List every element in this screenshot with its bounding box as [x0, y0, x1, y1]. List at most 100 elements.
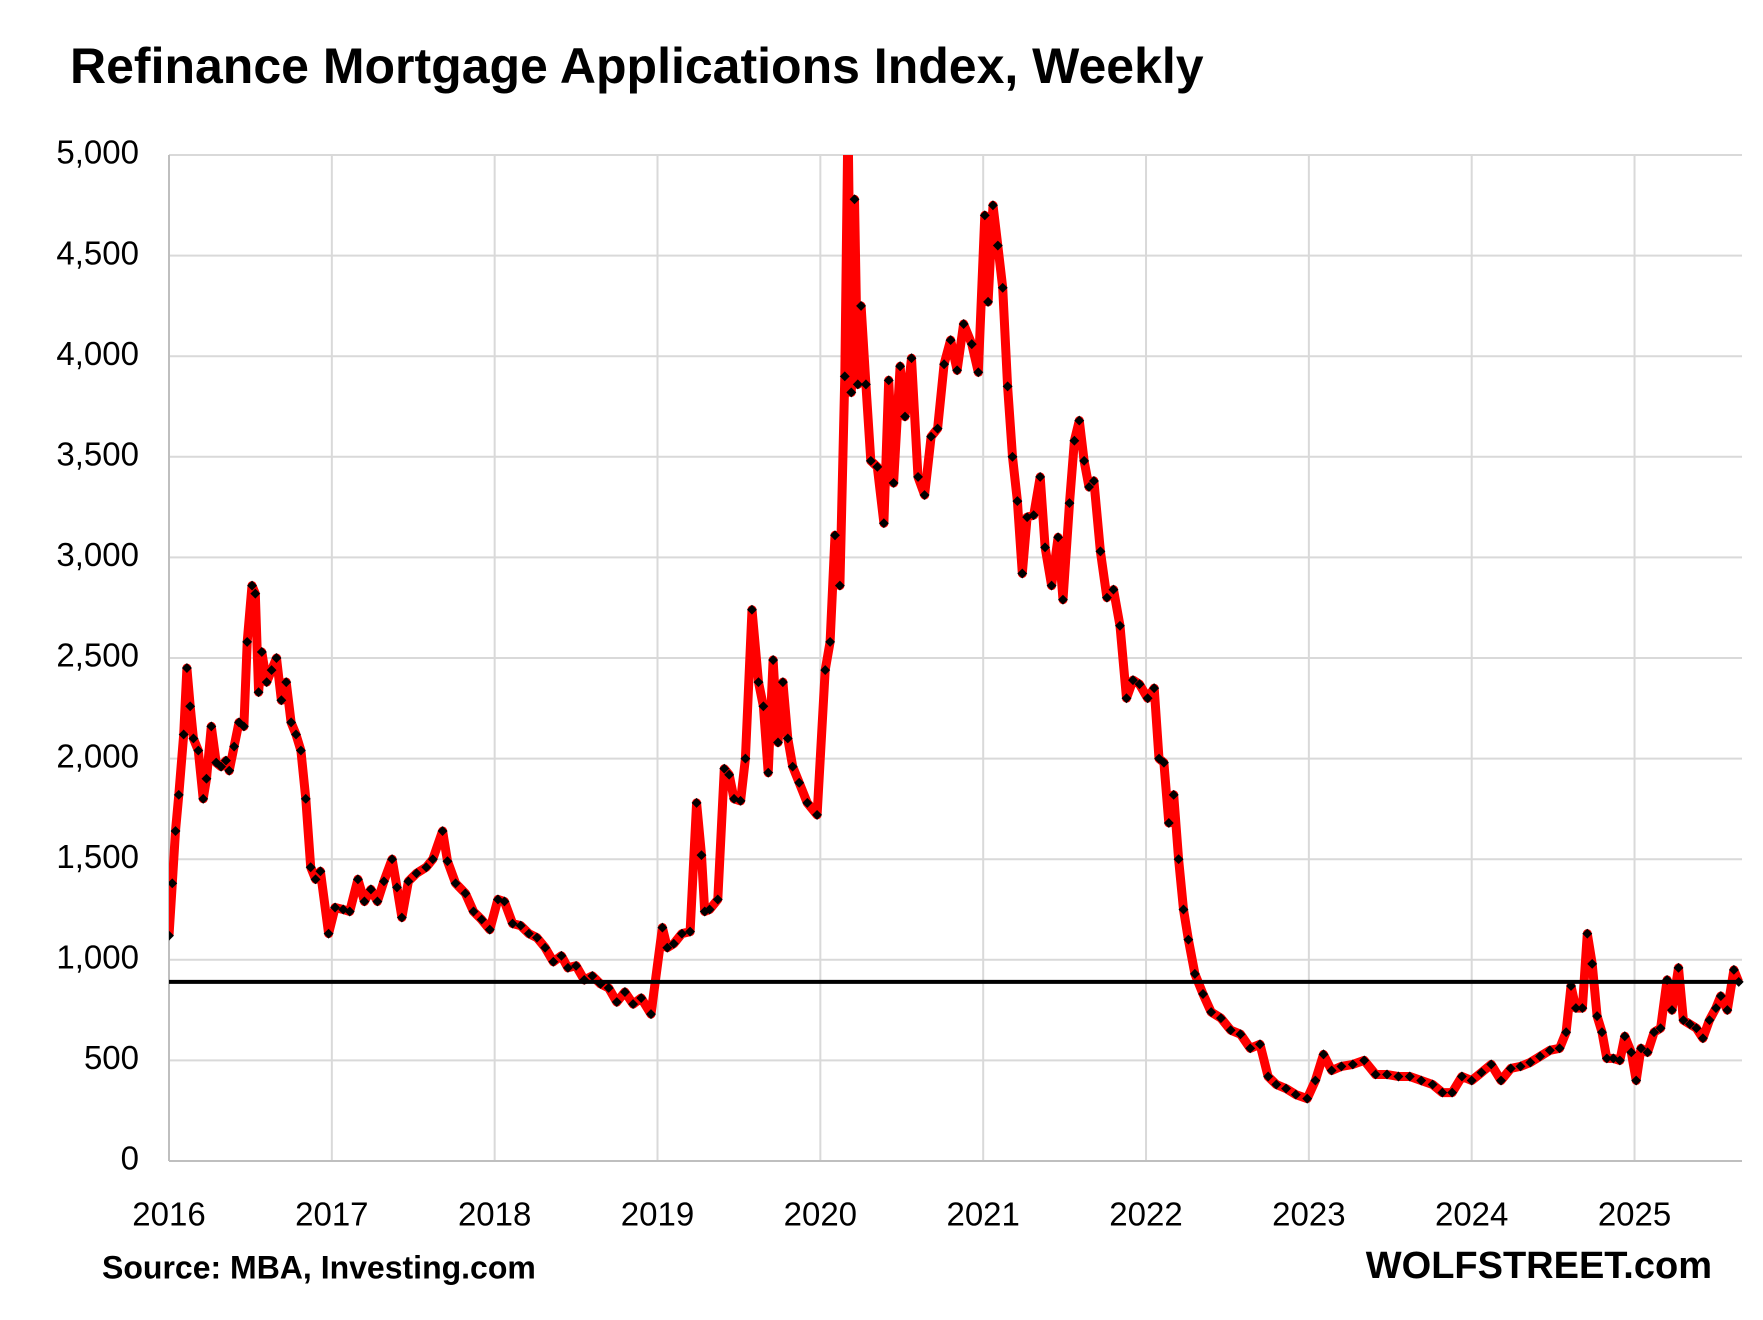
data-point	[1486, 1059, 1497, 1070]
data-point	[1601, 1053, 1612, 1064]
data-point	[1710, 1003, 1721, 1014]
data-point	[1561, 1027, 1572, 1038]
data-point	[1636, 1043, 1646, 1054]
data-point	[945, 335, 956, 346]
data-point	[1427, 1079, 1438, 1090]
data-point	[1382, 1069, 1392, 1080]
y-tick-label: 2,000	[56, 737, 139, 774]
data-point	[603, 983, 614, 993]
data-point	[1393, 1071, 1404, 1082]
data-point	[169, 878, 178, 889]
data-point	[250, 588, 261, 599]
data-point	[1198, 989, 1208, 999]
data-point	[1206, 1007, 1217, 1018]
data-point	[1007, 451, 1018, 462]
data-point	[253, 687, 264, 698]
data-point	[1173, 854, 1184, 865]
data-point	[773, 737, 783, 748]
data-point	[515, 920, 526, 931]
data-point	[1697, 1033, 1708, 1044]
data-point	[1535, 1051, 1546, 1062]
data-point	[300, 793, 311, 804]
data-point	[860, 379, 871, 390]
data-point	[696, 850, 707, 861]
x-tick-label: 2023	[1272, 1196, 1345, 1233]
data-point	[540, 942, 551, 953]
data-point	[906, 353, 917, 364]
data-point	[1069, 435, 1080, 446]
data-point	[1582, 928, 1593, 939]
data-point	[747, 604, 757, 615]
data-point	[1370, 1069, 1381, 1080]
data-point	[548, 956, 559, 967]
data-point	[286, 717, 297, 728]
data-point	[888, 478, 899, 488]
data-point	[668, 938, 679, 949]
data-point	[685, 926, 696, 937]
data-point	[170, 826, 181, 836]
data-point	[1456, 1071, 1467, 1082]
data-point	[1255, 1039, 1265, 1050]
x-tick-label: 2025	[1598, 1196, 1671, 1233]
data-point	[1318, 1049, 1329, 1060]
data-point	[421, 862, 432, 873]
data-point	[852, 379, 863, 390]
data-point	[900, 411, 910, 422]
data-point	[411, 868, 422, 879]
data-point	[198, 793, 209, 804]
data-point	[735, 795, 746, 806]
data-point	[1128, 675, 1138, 686]
data-point	[856, 300, 867, 311]
data-point	[1012, 496, 1023, 507]
data-point	[344, 906, 355, 917]
data-point	[619, 987, 630, 997]
data-point	[628, 999, 639, 1010]
data-point	[1678, 1015, 1689, 1026]
data-point	[1064, 498, 1075, 509]
data-point	[460, 888, 471, 899]
data-point	[1058, 594, 1068, 605]
data-point	[1281, 1083, 1292, 1094]
data-point	[1290, 1089, 1301, 1100]
data-point	[468, 906, 479, 917]
y-tick-label: 0	[121, 1140, 139, 1177]
data-point	[291, 729, 301, 740]
data-point	[242, 636, 253, 647]
data-point	[256, 647, 267, 657]
x-tick-label: 2019	[621, 1196, 694, 1233]
data-point	[646, 1009, 656, 1020]
data-point	[188, 733, 199, 744]
data-point	[523, 928, 534, 939]
data-point	[763, 767, 774, 778]
data-point	[1525, 1057, 1536, 1068]
data-point	[662, 942, 673, 953]
data-point	[1496, 1075, 1506, 1086]
data-point	[1359, 1055, 1370, 1066]
y-tick-label: 5,000	[56, 134, 139, 171]
data-point	[1183, 934, 1194, 945]
data-point	[427, 854, 438, 865]
data-point	[872, 461, 883, 472]
data-point	[883, 375, 894, 386]
data-point	[1326, 1065, 1337, 1076]
data-point	[450, 878, 461, 889]
data-point	[983, 296, 994, 307]
data-point	[1235, 1029, 1246, 1040]
data-point	[782, 733, 793, 744]
data-point	[812, 809, 823, 820]
data-point	[895, 361, 906, 372]
y-tick-label: 4,000	[56, 335, 139, 372]
data-point	[185, 701, 196, 712]
y-tick-label: 3,000	[56, 536, 139, 573]
data-point	[1079, 455, 1090, 466]
data-point	[571, 960, 582, 971]
y-tick-label: 500	[84, 1039, 139, 1076]
data-point	[768, 655, 779, 665]
data-point	[992, 240, 1003, 251]
data-point	[1134, 679, 1145, 690]
data-point	[1302, 1093, 1313, 1104]
data-point	[1189, 968, 1200, 979]
data-point	[834, 580, 845, 591]
data-point	[753, 677, 764, 688]
